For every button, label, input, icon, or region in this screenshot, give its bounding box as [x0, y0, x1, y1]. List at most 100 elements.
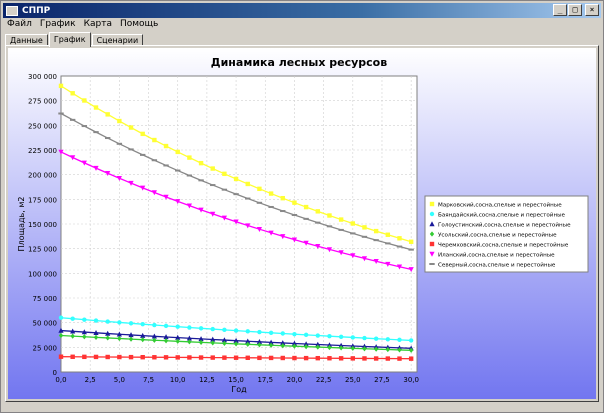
data-point: [233, 337, 239, 343]
series-2: [58, 315, 414, 343]
legend-box: [424, 195, 589, 273]
data-point: [116, 176, 122, 182]
data-point: [140, 337, 145, 343]
data-point: [373, 259, 379, 265]
data-point: [117, 320, 122, 325]
data-point: [93, 131, 99, 134]
data-point: [361, 235, 368, 238]
data-point: [303, 344, 309, 350]
tab-scenarios[interactable]: Сценарии: [91, 34, 144, 46]
data-point: [397, 356, 402, 361]
data-point: [245, 329, 250, 334]
series-6: [58, 149, 414, 273]
data-point: [280, 343, 285, 349]
data-point: [303, 355, 309, 361]
data-point: [152, 355, 157, 360]
data-point: [350, 221, 356, 226]
x-tick-label: 7,5: [143, 376, 154, 384]
data-point: [245, 341, 250, 347]
y-tick-label: 50 000: [33, 320, 58, 328]
data-point: [70, 328, 76, 334]
tab-data[interactable]: Данные: [5, 34, 48, 46]
close-button[interactable]: ×: [585, 4, 599, 16]
menu-file[interactable]: Файл: [7, 19, 32, 29]
tab-strip: Данные График Сценарии: [5, 32, 144, 47]
data-point: [93, 105, 99, 110]
menu-map[interactable]: Карта: [83, 19, 112, 29]
y-tick-label: 125 000: [28, 246, 57, 254]
data-point: [268, 230, 274, 236]
data-point: [117, 118, 122, 124]
data-point: [163, 323, 169, 329]
data-point: [210, 340, 215, 346]
data-point: [315, 221, 321, 224]
data-point: [315, 344, 320, 350]
data-point: [338, 217, 344, 222]
app-icon: [6, 5, 18, 16]
x-tick-label: 12,5: [199, 376, 215, 384]
data-point: [362, 346, 367, 352]
data-point: [140, 153, 146, 156]
data-point: [373, 336, 379, 341]
chart: Динамика лесных ресурсов 0 25 000 50 000 75…: [8, 48, 596, 399]
data-point: [327, 344, 332, 351]
data-point: [70, 316, 75, 321]
data-point: [292, 200, 297, 205]
data-point: [268, 339, 274, 345]
legend-swatch: [429, 231, 435, 237]
data-point: [397, 236, 402, 241]
menu-help[interactable]: Помощь: [119, 19, 159, 29]
y-tick-label: 200 000: [28, 172, 57, 180]
minimize-button[interactable]: _: [553, 4, 567, 16]
x-axis-label: Год: [231, 385, 247, 394]
menu-bar: Файл График Карта Помощь: [3, 18, 162, 31]
data-point: [140, 332, 146, 338]
data-point: [396, 245, 403, 248]
tab-chart[interactable]: График: [48, 32, 91, 47]
data-point: [303, 341, 309, 347]
y-tick-label: 300 000: [28, 73, 57, 81]
data-point: [291, 340, 298, 346]
data-point: [373, 346, 379, 352]
data-point: [350, 253, 356, 259]
data-point: [280, 210, 286, 213]
data-point: [280, 340, 286, 346]
legend-swatch: [429, 263, 435, 265]
data-point: [373, 356, 379, 361]
data-point: [397, 347, 402, 353]
data-point: [408, 248, 414, 251]
data-point: [152, 322, 157, 328]
data-point: [291, 214, 298, 217]
x-tick-label: 2,5: [85, 376, 96, 384]
y-tick-label: 250 000: [28, 122, 57, 130]
data-point: [82, 334, 87, 340]
data-point: [338, 345, 344, 351]
data-point: [315, 355, 320, 361]
chart-panel: [5, 45, 599, 402]
y-tick-label: 25 000: [33, 344, 58, 352]
data-point: [163, 338, 169, 344]
title-bar[interactable]: СППР _ □ ×: [3, 3, 601, 18]
menu-chart[interactable]: График: [39, 19, 76, 29]
y-tick-label: 150 000: [28, 221, 57, 229]
data-point: [221, 188, 228, 191]
legend-item: Баяндайский,сосна,спелые и перестойные: [438, 212, 566, 219]
data-point: [373, 228, 379, 234]
maximize-button[interactable]: □: [568, 4, 582, 16]
legend-item: Голоустинский,сосна,спелые и перестойные: [438, 222, 571, 229]
x-tick-label: 27,5: [374, 376, 390, 384]
data-point: [186, 335, 192, 341]
legend-item: Иланский,сосна,спелые и перестойные: [438, 252, 555, 259]
data-point: [292, 355, 297, 361]
data-point: [93, 330, 99, 336]
data-point: [338, 228, 344, 231]
data-point: [198, 326, 204, 331]
data-point: [385, 261, 391, 267]
data-point: [69, 118, 76, 121]
data-point: [58, 112, 64, 115]
data-point: [105, 354, 110, 360]
data-point: [303, 332, 309, 338]
data-point: [175, 199, 181, 205]
data-point: [222, 171, 227, 177]
legend-item: Северный,сосна,спелые и перестойные: [438, 262, 556, 269]
